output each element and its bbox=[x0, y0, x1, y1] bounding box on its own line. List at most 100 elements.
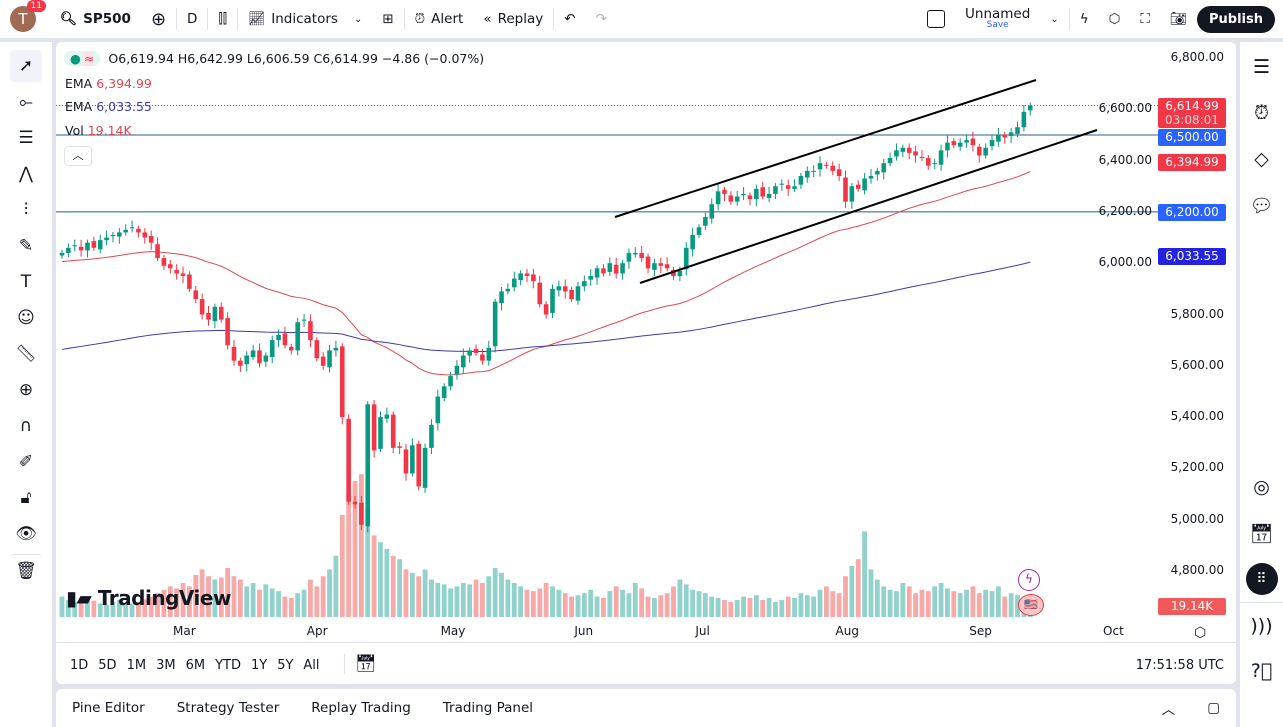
object-tree-button[interactable]: ◇ bbox=[1240, 136, 1283, 182]
magnet-tool[interactable]: ∩ bbox=[10, 410, 42, 442]
utc-clock[interactable]: 17:51:58 UTC bbox=[1135, 658, 1224, 673]
hide-drawings-tool[interactable]: 👁︎ bbox=[10, 518, 42, 550]
compare-symbol-button[interactable]: ⊕ bbox=[141, 0, 176, 38]
templates-button[interactable]: ⊞ bbox=[372, 0, 403, 38]
layout-menu-button[interactable]: ⌄ bbox=[1040, 0, 1068, 38]
settings-button[interactable]: ⬡ bbox=[1099, 0, 1131, 38]
market-status-icon[interactable]: ● ≈ bbox=[64, 51, 101, 66]
range-button-1y[interactable]: 1Y bbox=[250, 658, 268, 673]
expand-panel-button[interactable]: ︿ bbox=[1146, 698, 1192, 718]
fullscreen-button[interactable]: ⛶ bbox=[1130, 0, 1159, 38]
range-button-5y[interactable]: 5Y bbox=[277, 658, 294, 673]
maximize-panel-button[interactable]: ▢ bbox=[1191, 700, 1236, 716]
candle bbox=[1002, 131, 1008, 144]
volume-bar bbox=[301, 589, 307, 617]
tab-pine-editor[interactable]: Pine Editor bbox=[72, 700, 145, 716]
price-chart[interactable] bbox=[56, 42, 1166, 620]
remove-drawings-tool[interactable]: 🗑︎ bbox=[10, 554, 42, 586]
channel-upper-line[interactable] bbox=[614, 79, 1037, 218]
candle-body bbox=[620, 263, 625, 274]
volume-bar bbox=[792, 597, 797, 617]
axis-settings-icon[interactable]: ⬡ bbox=[1194, 625, 1207, 641]
candle-body bbox=[142, 232, 148, 238]
undo-button[interactable]: ↶ bbox=[554, 0, 585, 38]
range-button-1d[interactable]: 1D bbox=[70, 658, 89, 673]
candle-body bbox=[505, 288, 511, 292]
candle-body bbox=[148, 236, 154, 243]
cursor-tool[interactable]: ➚ bbox=[10, 50, 42, 82]
emoji-tool[interactable]: ☺ bbox=[10, 302, 42, 334]
candle bbox=[601, 263, 606, 277]
brush-tool[interactable]: ✎ bbox=[10, 230, 42, 262]
candle bbox=[531, 268, 536, 289]
text-tool[interactable]: T bbox=[10, 266, 42, 298]
channel-lower-line[interactable] bbox=[639, 129, 1098, 284]
snapshot-button[interactable]: 📷︎ bbox=[1160, 0, 1197, 38]
replay-button[interactable]: « Replay bbox=[473, 0, 553, 38]
ema-fast-legend[interactable]: EMA 6,394.99 bbox=[65, 76, 152, 91]
range-button-1m[interactable]: 1M bbox=[126, 658, 147, 673]
products-button[interactable]: ⠿ bbox=[1240, 556, 1283, 602]
divider bbox=[1068, 8, 1070, 30]
signals-button[interactable]: ))) bbox=[1240, 602, 1283, 648]
range-button-5d[interactable]: 5D bbox=[98, 658, 117, 673]
price-tick: 6,000.00 bbox=[1098, 255, 1152, 270]
hline-label-6500: 6,500.00 bbox=[1158, 129, 1226, 146]
user-avatar[interactable]: T 11 bbox=[10, 0, 46, 32]
symbol-search-button[interactable]: 🔍︎ SP500 bbox=[50, 0, 141, 38]
alerts-button[interactable]: ⏰︎ bbox=[1240, 90, 1283, 136]
pattern-tool[interactable]: ⋀ bbox=[10, 158, 42, 190]
stay-drawing-tool[interactable]: ✐ bbox=[10, 446, 42, 478]
layout-name-button[interactable]: Unnamed Save bbox=[955, 0, 1040, 38]
screener-button[interactable]: ◎ bbox=[1240, 464, 1283, 510]
candle-body bbox=[129, 227, 135, 229]
volume-bar bbox=[951, 591, 957, 617]
tab-replay-trading[interactable]: Replay Trading bbox=[311, 700, 411, 716]
candle-body bbox=[72, 245, 78, 247]
candle bbox=[276, 329, 281, 348]
calendar-button[interactable]: 📅︎ bbox=[1240, 510, 1283, 556]
candle bbox=[824, 161, 829, 169]
go-to-date-button[interactable]: 📅︎ bbox=[344, 654, 377, 674]
volume-bar bbox=[530, 591, 536, 617]
trend-line-tool[interactable]: ⟜ bbox=[10, 86, 42, 118]
price-tick: 6,600.00 bbox=[1098, 101, 1152, 116]
forecast-tool[interactable]: ⫶ bbox=[10, 194, 42, 226]
tab-strategy-tester[interactable]: Strategy Tester bbox=[176, 700, 280, 716]
range-button-ytd[interactable]: YTD bbox=[215, 658, 241, 673]
quick-search-button[interactable]: ϟ bbox=[1070, 0, 1099, 38]
us-flag-event-icon[interactable]: 🇺🇸 bbox=[1018, 594, 1044, 616]
candle bbox=[206, 306, 211, 326]
range-button-all[interactable]: All bbox=[303, 658, 320, 673]
candle bbox=[779, 179, 785, 191]
collapse-legend-button[interactable]: ︿ bbox=[64, 146, 92, 166]
redo-button[interactable]: ↷ bbox=[586, 0, 617, 38]
alert-button[interactable]: ⏰︎ Alert bbox=[405, 0, 474, 38]
watchlist-button[interactable]: ☰ bbox=[1240, 44, 1283, 90]
candle-body bbox=[91, 241, 97, 248]
interval-button[interactable]: D bbox=[177, 0, 207, 38]
range-button-6m[interactable]: 6M bbox=[185, 658, 206, 673]
hline-label-6200: 6,200.00 bbox=[1158, 204, 1226, 221]
fib-tool[interactable]: ☰ bbox=[10, 122, 42, 154]
candle bbox=[747, 192, 753, 206]
lock-drawings-tool[interactable]: 🔓︎ bbox=[10, 482, 42, 514]
help-button[interactable]: ?⃝ bbox=[1240, 648, 1283, 694]
tab-trading-panel[interactable]: Trading Panel bbox=[442, 700, 534, 716]
chats-button[interactable]: 💬︎ bbox=[1240, 182, 1283, 228]
volume-bar bbox=[460, 583, 466, 617]
publish-button[interactable]: Publish bbox=[1197, 5, 1275, 33]
save-link[interactable]: Save bbox=[986, 20, 1009, 31]
indicators-button[interactable]: 📈︎ Indicators ⌄ bbox=[238, 0, 372, 38]
layout-checkbox[interactable] bbox=[917, 0, 955, 38]
lightning-event-icon[interactable]: ϟ bbox=[1018, 569, 1040, 591]
candle bbox=[187, 271, 192, 292]
ema-slow-legend[interactable]: EMA 6,033.55 bbox=[65, 99, 152, 114]
measure-tool[interactable]: 📏︎ bbox=[10, 338, 42, 370]
volume-legend[interactable]: Vol 19.14K bbox=[65, 123, 132, 138]
chart-type-button[interactable]: ⫿⫿ bbox=[208, 0, 237, 38]
zoom-tool[interactable]: ⊕ bbox=[10, 374, 42, 406]
volume-bar bbox=[652, 597, 657, 617]
chart-panel[interactable]: ● ≈ O6,619.94 H6,642.99 L6,606.59 C6,614.… bbox=[56, 42, 1236, 684]
range-button-3m[interactable]: 3M bbox=[156, 658, 176, 673]
